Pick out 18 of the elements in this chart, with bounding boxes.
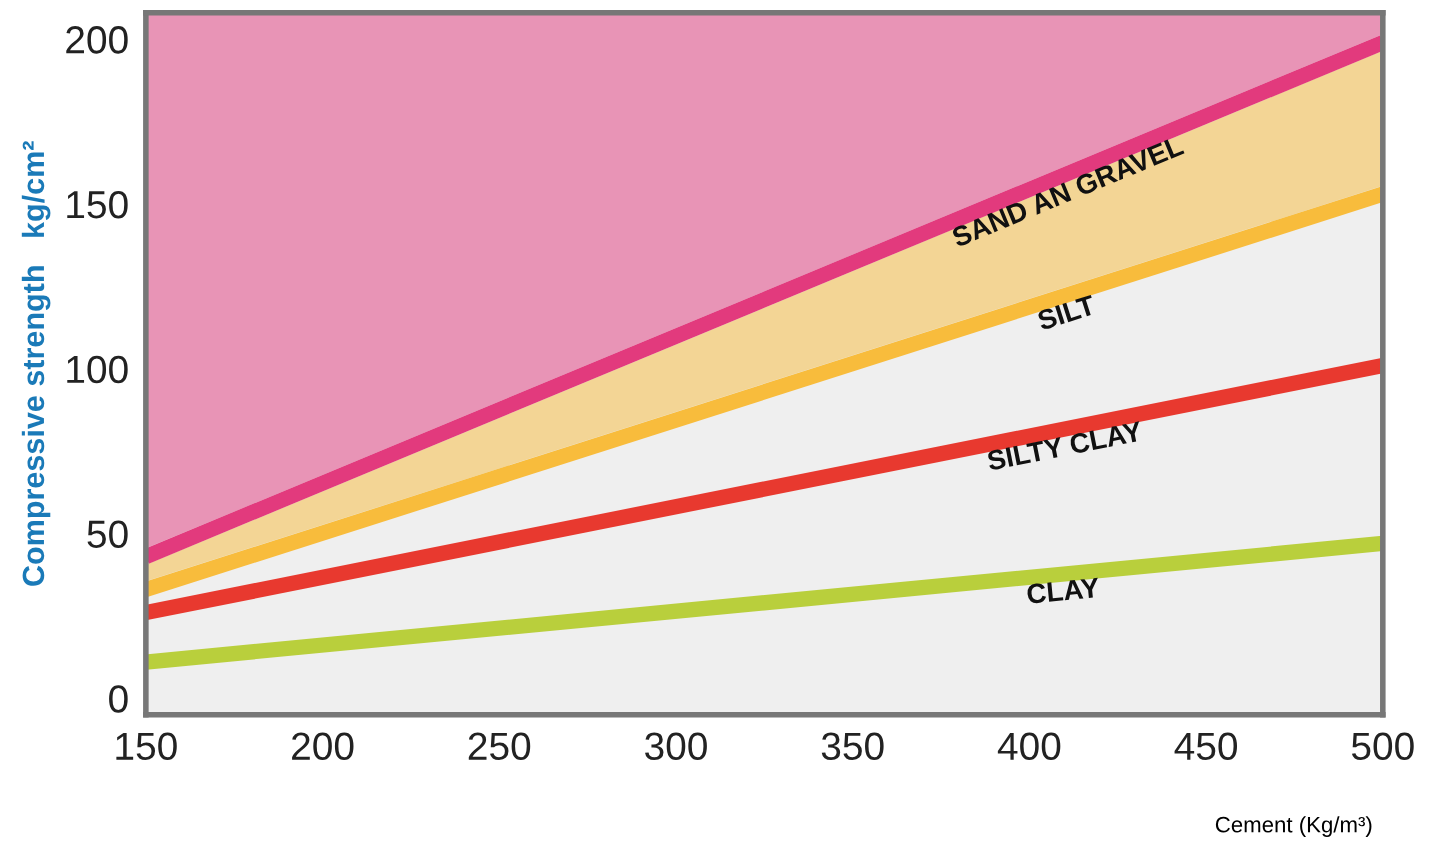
y-tick-label: 50 — [87, 520, 128, 549]
x-tick-label: 200 — [292, 732, 354, 761]
x-tick-label: 300 — [645, 732, 707, 761]
text: CLAY — [1026, 577, 1100, 604]
x-tick-label: 350 — [821, 732, 884, 761]
y-tick-label: 100 — [67, 355, 128, 384]
x-tick-label: 400 — [997, 732, 1061, 761]
y-tick-label: 0 — [109, 685, 128, 713]
x-tick-label: 150 — [116, 732, 177, 761]
text: SILTY CLAY — [986, 421, 1143, 471]
x-axis-title: Cement (Kg/m³) — [1215, 816, 1372, 837]
x-tick-label: 250 — [468, 732, 531, 761]
y-tick-label: 150 — [67, 190, 128, 219]
x-tick-label: 450 — [1174, 732, 1238, 761]
text: SILT — [1036, 294, 1097, 331]
y-axis-title: Compressive strength kg/cm² — [21, 141, 51, 586]
x-tick-label: 500 — [1351, 732, 1414, 761]
y-tick-label: 200 — [66, 26, 128, 54]
